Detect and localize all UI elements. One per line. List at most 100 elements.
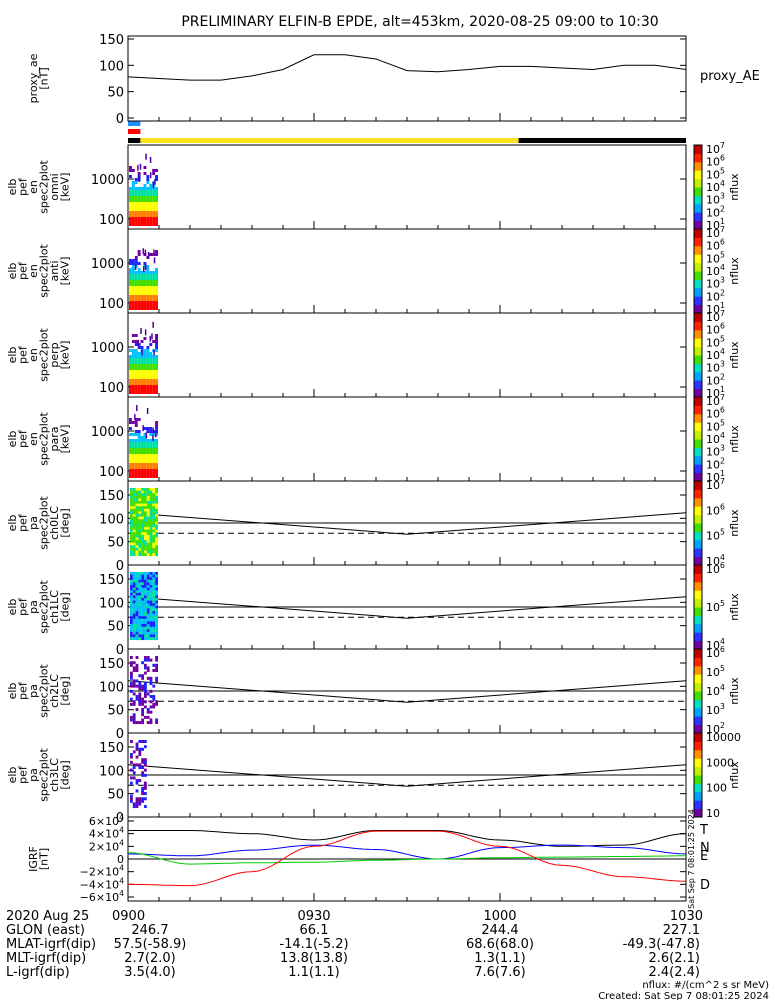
spectrogram-cell (134, 418, 138, 421)
colorbar-swatch (694, 209, 702, 212)
colorbar-swatch (694, 616, 702, 619)
spectrogram-cell (134, 433, 138, 436)
pa-spectrogram-cell (130, 547, 133, 551)
pa-spectrogram-cell (149, 605, 153, 609)
spectrogram-cell (146, 442, 150, 445)
spectrogram-cell (140, 364, 144, 367)
pa-spectrogram-cell (135, 511, 139, 515)
spectrogram-cell (143, 379, 147, 382)
colorbar-swatch (694, 377, 702, 380)
colorbar-swatch (694, 314, 702, 317)
colorbar-swatch (694, 482, 702, 485)
spectrogram-cell (155, 454, 158, 457)
pa-spectrogram-cell (146, 666, 150, 670)
pa-spectrogram-cell (146, 537, 150, 541)
pa-spectrogram-cell (155, 493, 158, 497)
pa-spectrogram-cell (152, 514, 156, 518)
pa-spectrogram-cell (138, 488, 142, 492)
spectrogram-cell (134, 301, 138, 304)
colorbar-swatch (694, 720, 702, 723)
colorbar-swatch (694, 301, 702, 304)
colorbar-swatch (694, 174, 702, 177)
colorbar-swatch (694, 259, 702, 262)
pa-spectrogram-cell (141, 797, 144, 801)
pa-spectrogram-cell (132, 713, 136, 717)
pa-spectrogram-cell (141, 550, 144, 554)
pa-spectrogram-cell (155, 611, 158, 615)
pa-spectrogram-cell (146, 495, 150, 499)
spectrogram-cell (134, 445, 138, 448)
spectrogram-cell (137, 280, 141, 283)
pa-spectrogram-cell (141, 634, 144, 638)
pa-spectrogram-cell (130, 718, 133, 722)
colorbar-swatch (694, 800, 702, 803)
spectrogram-cell (149, 295, 153, 298)
colorbar-swatch (694, 471, 702, 474)
pa-spectrogram-cell (132, 771, 136, 775)
pa-spectrogram-cell (138, 753, 142, 757)
pa-spectrogram-cell (138, 516, 142, 520)
spectrogram-cell (155, 196, 158, 199)
pa-spectrogram-cell (132, 692, 136, 696)
colorbar-swatch (694, 306, 702, 308)
pa-spectrogram-cell (135, 679, 139, 683)
pa-spectrogram-cell (144, 773, 147, 777)
colorbar-swatch (694, 500, 702, 503)
colorbar-swatch (694, 322, 702, 325)
colorbar-swatch (694, 717, 702, 720)
pa-spectrogram-cell (132, 527, 136, 531)
spectrogram-cell (143, 220, 147, 223)
pa-spectrogram-cell (144, 495, 147, 499)
spectrogram-cell (143, 352, 147, 355)
pa-spectrogram-cell (144, 608, 147, 612)
spectrogram-cell (131, 457, 135, 460)
spectrogram-cell (149, 184, 153, 187)
pa-spectrogram-cell (135, 550, 139, 554)
spectrogram-cell (129, 259, 132, 262)
spectrogram-cell (146, 190, 150, 193)
pa-spectrogram-cell (146, 574, 150, 578)
pa-spectrogram-cell (146, 692, 150, 696)
colorbar-swatch (694, 766, 702, 769)
pa-spectrogram-cell (132, 702, 136, 706)
spectrogram-cell (149, 253, 153, 256)
pa-spectrogram-cell (132, 585, 136, 589)
pa-spectrogram-cell (146, 503, 150, 507)
colorbar-swatch (694, 202, 702, 205)
pa-spectrogram-cell (155, 506, 158, 510)
panel-ylabel: elbpefenspec2plotanti[keV] (6, 244, 72, 298)
pa-spectrogram-cell (135, 608, 139, 612)
colorbar-swatch (694, 538, 702, 541)
spectrogram-cell (146, 364, 150, 367)
colorbar-swatch (694, 640, 702, 643)
colorbar-swatch (694, 681, 702, 684)
spectrogram-cell (149, 193, 153, 196)
spectrogram-speck (145, 432, 148, 439)
y-tick-label: 4×104 (89, 826, 124, 841)
pa-spectrogram-cell (135, 506, 139, 510)
spectrogram-cell (131, 277, 135, 280)
spectrogram-cell (137, 382, 141, 385)
spectrogram-cell (131, 334, 135, 337)
pa-spectrogram-cell (138, 585, 142, 589)
pa-spectrogram-cell (146, 631, 150, 635)
pa-spectrogram-cell (138, 618, 142, 622)
spectrogram-cell (140, 292, 144, 295)
colorbar-tick-label: 101 (706, 385, 725, 400)
pa-spectrogram-cell (138, 631, 142, 635)
colorbar-swatch (694, 759, 702, 762)
spectrogram-cell (152, 271, 156, 274)
colorbar-tick-label: 104 (706, 683, 725, 698)
pa-spectrogram-cell (144, 511, 147, 515)
spectrogram-cell (149, 391, 153, 394)
colorbar-swatch (694, 433, 702, 436)
pa-spectrogram-cell (141, 611, 144, 615)
pa-spectrogram-cell (141, 521, 144, 525)
y-tick-label: 0 (116, 112, 124, 127)
colorbar-swatch (694, 629, 702, 632)
spectrogram-cell (134, 460, 138, 463)
colorbar-swatch (694, 579, 702, 581)
colorbar-swatch (694, 590, 702, 593)
pa-spectrogram-cell (135, 626, 139, 630)
x-row-value: 244.4 (481, 923, 518, 938)
